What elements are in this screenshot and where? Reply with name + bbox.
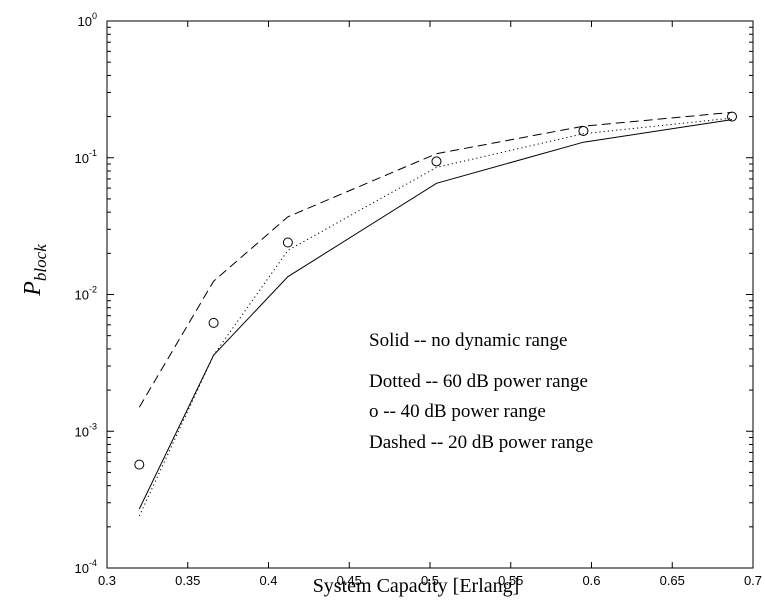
- annotation-circle: o -- 40 dB power range: [369, 401, 546, 422]
- y-axis-title-sub: block: [31, 244, 50, 281]
- svg-text:Pblock: Pblock: [20, 244, 50, 297]
- y-tick-label: 100: [78, 11, 97, 29]
- y-tick-base: 10: [75, 288, 89, 303]
- series-line-dotted: [138, 117, 733, 517]
- y-tick-exp: -1: [89, 148, 97, 158]
- x-tick-label: 0.5: [421, 573, 439, 588]
- data-point-circle: [208, 317, 219, 328]
- series-line-dashed: [138, 111, 733, 408]
- legend-annotations: Solid -- no dynamic range Dotted -- 60 d…: [369, 330, 593, 453]
- data-point-circle: [578, 125, 589, 136]
- x-axis: 0.3 0.35 0.4 0.45 0.5 0.55 0.6 0.65 0.7: [98, 21, 762, 588]
- y-tick-label: 10-3: [75, 421, 97, 439]
- data-point-circle: [431, 156, 442, 167]
- y-tick-base: 10: [75, 424, 89, 439]
- y-tick-exp: -4: [89, 558, 97, 568]
- y-tick-exp: -2: [89, 285, 97, 295]
- y-tick-base: 10: [75, 561, 89, 576]
- series-line-solid: [138, 119, 733, 510]
- annotation-dashed: Dashed -- 20 dB power range: [369, 432, 593, 453]
- x-tick-label: 0.6: [582, 573, 600, 588]
- y-tick-base: 10: [78, 14, 92, 29]
- y-tick-label: 10-1: [75, 148, 97, 166]
- plot-frame-rect: [106, 20, 754, 569]
- x-tick-label: 0.7: [744, 573, 762, 588]
- series-group: [134, 111, 738, 517]
- data-point-circle: [282, 237, 293, 248]
- annotation-solid: Solid -- no dynamic range: [369, 330, 567, 351]
- x-axis-title: System Capacity [Erlang]: [313, 575, 520, 597]
- x-tick-label: 0.4: [259, 573, 277, 588]
- y-axis-title-main: P: [20, 281, 46, 297]
- y-tick-label: 10-4: [75, 558, 97, 576]
- y-tick-label: 10-2: [75, 285, 97, 303]
- x-tick-label: 0.3: [98, 573, 116, 588]
- annotation-dotted: Dotted -- 60 dB power range: [369, 371, 588, 392]
- y-tick-exp: 0: [92, 11, 97, 21]
- x-tick-label: 0.35: [175, 573, 200, 588]
- y-tick-exp: -3: [89, 421, 97, 431]
- y-axis-title: Pblock: [20, 244, 50, 297]
- x-tick-label: 0.55: [498, 573, 523, 588]
- plot-frame: [106, 20, 754, 569]
- y-tick-base: 10: [75, 151, 89, 166]
- x-tick-label: 0.65: [660, 573, 685, 588]
- data-point-circle: [727, 111, 738, 122]
- x-tick-label: 0.45: [337, 573, 362, 588]
- data-point-circle: [134, 459, 145, 470]
